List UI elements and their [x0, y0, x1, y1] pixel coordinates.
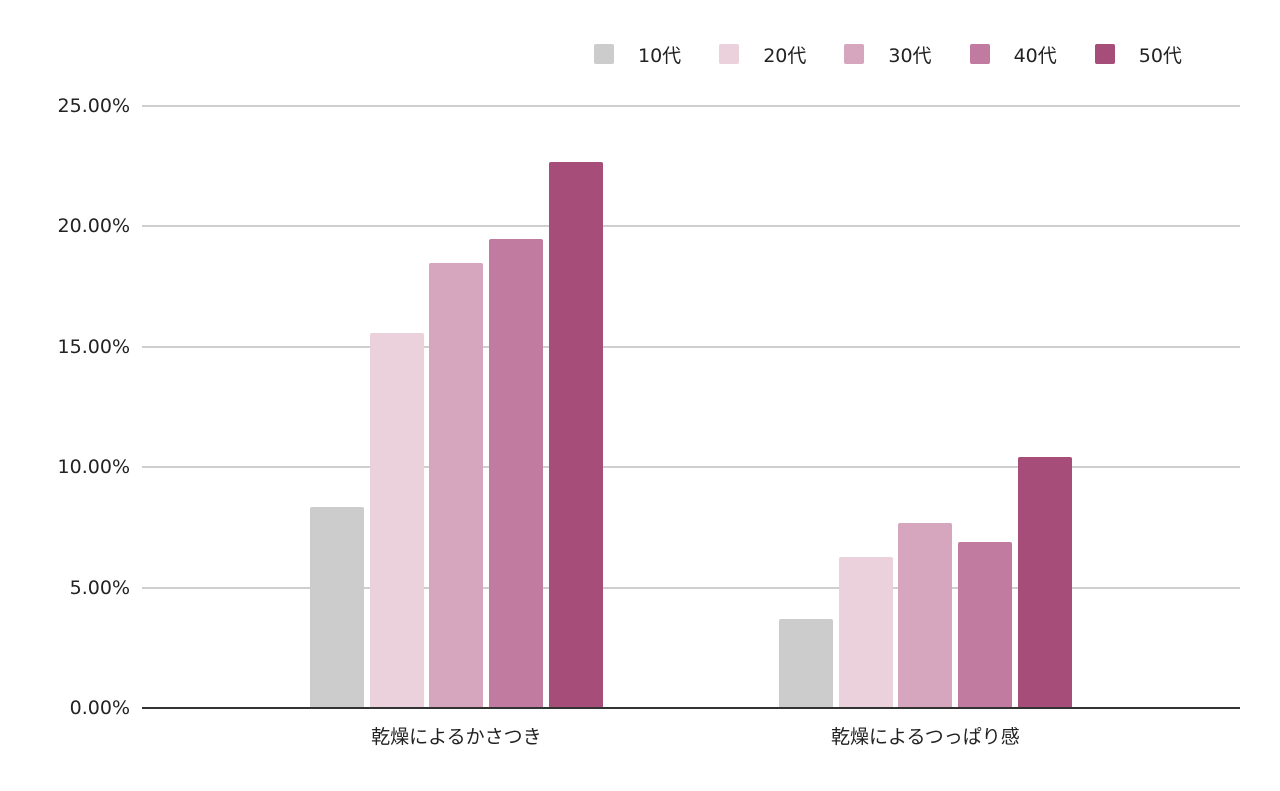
gridline [142, 586, 1240, 589]
y-tick-label: 5.00% [69, 576, 130, 599]
bar[interactable] [429, 263, 484, 708]
legend-item-30s[interactable]: 30代 [844, 41, 932, 68]
bar[interactable] [1017, 457, 1072, 708]
gridline [142, 104, 1240, 107]
bar[interactable] [548, 162, 603, 708]
legend-label: 50代 [1138, 44, 1182, 67]
legend-item-40s[interactable]: 40代 [969, 41, 1057, 68]
legend-item-20s[interactable]: 20代 [719, 41, 806, 68]
gridline [142, 466, 1240, 468]
legend-swatch [969, 44, 990, 64]
bar[interactable] [898, 523, 953, 708]
legend-swatch [844, 44, 865, 64]
x-category-label: 乾燥によるつっぱり感 [831, 726, 1020, 748]
legend-item-10s[interactable]: 10代 [594, 41, 681, 68]
x-category-label: 乾燥によるかさつき [371, 726, 542, 748]
gridline [142, 345, 1240, 348]
legend-label: 10代 [638, 44, 682, 67]
legend-label: 20代 [763, 44, 807, 67]
legend-item-50s[interactable]: 50代 [1094, 41, 1182, 68]
legend-label: 40代 [1013, 44, 1057, 67]
legend-label: 30代 [888, 44, 932, 67]
bar[interactable] [489, 239, 544, 708]
bar[interactable] [369, 333, 424, 708]
chart-legend: 10代 20代 30代 40代 50代 [594, 40, 1182, 68]
y-tick-label: 15.00% [57, 335, 130, 358]
bar[interactable] [779, 619, 833, 708]
gridline [142, 225, 1240, 227]
x-axis-line [142, 707, 1240, 709]
legend-swatch [1094, 44, 1115, 64]
bar[interactable] [838, 557, 893, 708]
y-tick-label: 25.00% [57, 94, 130, 117]
y-tick-label: 0.00% [69, 697, 130, 719]
y-tick-label: 10.00% [57, 456, 130, 478]
legend-swatch [594, 44, 614, 64]
bar[interactable] [958, 542, 1013, 708]
legend-swatch [719, 44, 740, 64]
y-tick-label: 20.00% [57, 215, 130, 237]
bar[interactable] [310, 507, 364, 708]
